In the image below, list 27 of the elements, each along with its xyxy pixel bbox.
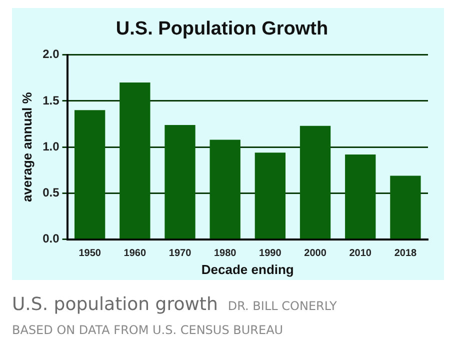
x-tick-label: 1960 bbox=[124, 248, 146, 260]
bar bbox=[164, 124, 196, 239]
bar bbox=[390, 176, 421, 239]
bar bbox=[210, 140, 240, 239]
bar bbox=[120, 82, 150, 239]
text: U.S. population growth bbox=[12, 294, 218, 315]
text: BASED ON DATA FROM U.S. CENSUS BUREAU bbox=[12, 323, 284, 337]
bar bbox=[345, 154, 376, 239]
bar bbox=[300, 126, 331, 239]
y-tick-label: 0.0 bbox=[42, 232, 60, 246]
x-tick-label: 1970 bbox=[168, 248, 192, 260]
chart-title: U.S. Population Growth bbox=[116, 18, 328, 40]
y-axis-title: average annual % bbox=[19, 92, 34, 202]
bar bbox=[254, 152, 286, 239]
x-tick-label: 1980 bbox=[214, 248, 237, 260]
bar bbox=[74, 110, 106, 239]
x-tick-label: 1990 bbox=[259, 248, 282, 260]
x-tick-label: 1950 bbox=[78, 248, 102, 260]
x-tick-label: 2010 bbox=[349, 248, 372, 260]
x-tick-label: 2000 bbox=[304, 248, 327, 260]
text: DR. BILL CONERLY bbox=[228, 299, 337, 313]
y-tick-label: 1.5 bbox=[42, 93, 60, 108]
y-tick-label: 0.5 bbox=[42, 186, 60, 200]
x-axis-title: Decade ending bbox=[201, 262, 294, 277]
y-tick-label: 2.0 bbox=[42, 47, 60, 62]
x-tick-label: 2018 bbox=[394, 248, 418, 260]
y-tick-label: 1.0 bbox=[42, 139, 60, 154]
